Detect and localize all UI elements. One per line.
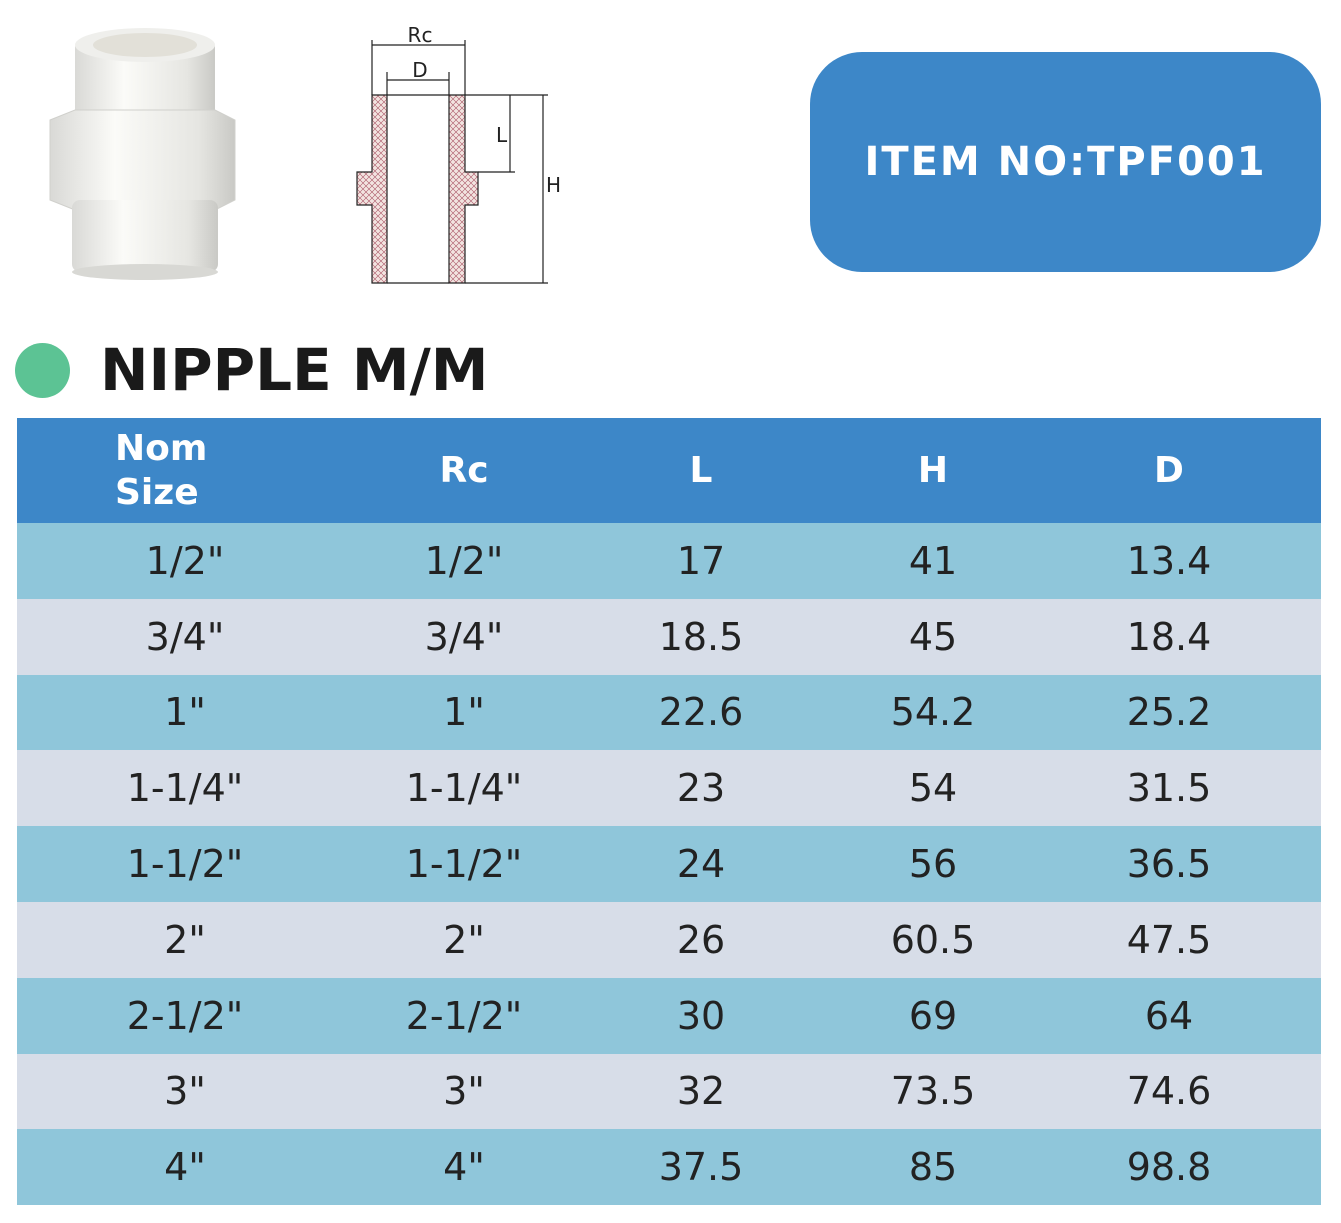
header-text: Rc	[439, 450, 489, 491]
table-row: 1/2" 1/2" 17 41 13.4	[17, 523, 1321, 599]
item-number: ITEM NO:TPF001	[810, 52, 1321, 272]
dimension-diagram	[356, 40, 548, 284]
cell: 18.5	[658, 614, 744, 659]
cell: 30	[676, 993, 726, 1038]
cell: 60.5	[890, 917, 976, 962]
cell: 4"	[443, 1145, 485, 1190]
cell: 64	[1144, 993, 1194, 1038]
cell: 73.5	[890, 1069, 976, 1114]
cell: 3/4"	[424, 614, 504, 659]
table-row: 1-1/4" 1-1/4" 23 54 31.5	[17, 750, 1321, 827]
cell: 41	[908, 538, 958, 583]
cell: 1"	[443, 690, 485, 735]
header-cell: D	[1039, 450, 1299, 491]
cell: 56	[908, 842, 958, 887]
bullet	[15, 343, 70, 398]
cell: 23	[676, 766, 726, 811]
cell: 69	[908, 993, 958, 1038]
cell: 36.5	[1126, 842, 1212, 887]
header-cell: Nom Size	[17, 427, 353, 515]
header-cell: L	[575, 450, 827, 491]
cell: 25.2	[1126, 690, 1212, 735]
header-text: L	[689, 450, 713, 491]
cell: 2"	[443, 917, 485, 962]
label-d: D	[412, 58, 427, 82]
label-rc: Rc	[408, 23, 433, 47]
product-photo	[49, 28, 236, 280]
cell: 3"	[443, 1069, 485, 1114]
cell: 13.4	[1126, 538, 1212, 583]
header-row: Nom Size Rc L H D	[17, 418, 1321, 523]
cell: 85	[908, 1145, 958, 1190]
cell: 1-1/2"	[126, 842, 244, 887]
cell: 24	[676, 842, 726, 887]
table-row: 1-1/2" 1-1/2" 24 56 36.5	[17, 826, 1321, 902]
header-cell: Rc	[353, 450, 575, 491]
cell: 1/2"	[145, 538, 225, 583]
cell: 37.5	[658, 1145, 744, 1190]
illustrations: Rc D L H	[49, 23, 561, 284]
spec-table: Nom Size Rc L H D 1/2" 1/2" 17 41 13.4 3/4" 3/4" 18…	[17, 418, 1321, 1206]
cell: 45	[908, 614, 958, 659]
cell: 4"	[164, 1145, 206, 1190]
title: NIPPLE M/M	[100, 336, 489, 404]
cell: 54	[908, 766, 958, 811]
table-row: 4" 4" 37.5 85 98.8	[17, 1129, 1321, 1206]
cell: 1/2"	[424, 538, 504, 583]
cell: 2"	[164, 917, 206, 962]
cell: 31.5	[1126, 766, 1212, 811]
cell: 17	[676, 538, 726, 583]
cell: 18.4	[1126, 614, 1212, 659]
cell: 3"	[164, 1069, 206, 1114]
header-text: Nom Size	[115, 427, 208, 513]
cell: 26	[676, 917, 726, 962]
label-h: H	[546, 173, 561, 197]
table-row: 3/4" 3/4" 18.5 45 18.4	[17, 598, 1321, 675]
cell: 98.8	[1126, 1145, 1212, 1190]
cell: 54.2	[890, 690, 976, 735]
label-l: L	[496, 123, 508, 147]
cell: 32	[676, 1069, 726, 1114]
header-text: D	[1154, 450, 1184, 491]
cell: 3/4"	[145, 614, 225, 659]
cell: 1-1/2"	[405, 842, 523, 887]
cell: 2-1/2"	[405, 993, 523, 1038]
table-row: 1" 1" 22.6 54.2 25.2	[17, 674, 1321, 751]
table-row: 2" 2" 26 60.5 47.5	[17, 901, 1321, 978]
header-cell: H	[827, 450, 1039, 491]
header-text: H	[917, 450, 949, 491]
cell: 2-1/2"	[126, 993, 244, 1038]
cell: 74.6	[1126, 1069, 1212, 1114]
cell: 1-1/4"	[405, 766, 523, 811]
cell: 47.5	[1126, 917, 1212, 962]
table-row: 2-1/2" 2-1/2" 30 69 64	[17, 977, 1321, 1054]
cell: 1-1/4"	[126, 766, 244, 811]
table-row: 3" 3" 32 73.5 74.6	[17, 1053, 1321, 1130]
cell: 22.6	[658, 690, 744, 735]
cell: 1"	[164, 690, 206, 735]
